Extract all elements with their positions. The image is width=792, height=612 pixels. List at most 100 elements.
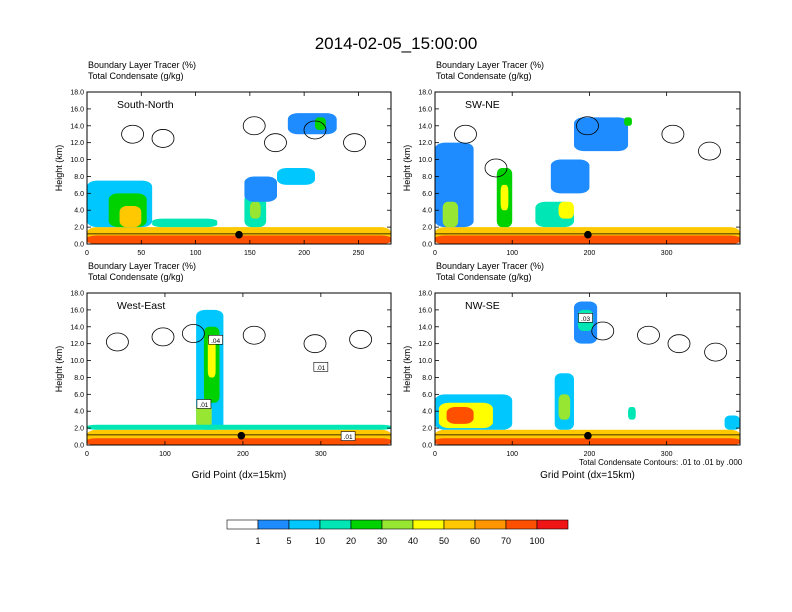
x-tick-label: 100 bbox=[506, 451, 518, 458]
condensate-contour bbox=[667, 334, 691, 354]
colorbar-swatch bbox=[257, 519, 290, 530]
y-tick-label: 16.0 bbox=[70, 307, 84, 314]
condensate-contour bbox=[661, 124, 685, 144]
y-tick-label: 6.0 bbox=[74, 191, 84, 198]
y-tick-label: 10.0 bbox=[70, 358, 84, 365]
y-axis-label: Height (km) bbox=[54, 145, 64, 192]
y-tick-label: 0.0 bbox=[422, 443, 432, 450]
x-tick-label: 200 bbox=[298, 250, 310, 257]
y-tick-label: 10.0 bbox=[418, 358, 432, 365]
x-tick-label: 200 bbox=[584, 250, 596, 257]
condensate-contour bbox=[343, 133, 366, 153]
tracer-fill bbox=[315, 117, 326, 130]
contour-footnote: Total Condensate Contours: .01 to .01 by… bbox=[579, 458, 743, 467]
condensate-contour bbox=[106, 332, 129, 352]
tracer-fill bbox=[435, 438, 740, 445]
y-tick-label: 16.0 bbox=[418, 106, 432, 113]
colorbar-label: 10 bbox=[315, 536, 325, 546]
x-tick-label: 300 bbox=[315, 451, 327, 458]
x-axis-label: Grid Point (dx=15km) bbox=[192, 470, 287, 481]
colorbar-swatch bbox=[474, 519, 507, 530]
tracer-fill bbox=[624, 117, 632, 126]
condensate-contour bbox=[704, 342, 727, 362]
y-tick-label: 4.0 bbox=[422, 409, 432, 416]
y-tick-label: 12.0 bbox=[70, 140, 84, 147]
y-tick-label: 6.0 bbox=[422, 191, 432, 198]
tracer-fill bbox=[277, 168, 315, 185]
plot-frame bbox=[86, 91, 392, 245]
y-tick-label: 2.0 bbox=[74, 426, 84, 433]
tracer-fill bbox=[500, 184, 509, 211]
colorbar-label: 20 bbox=[346, 536, 356, 546]
panel-2: Boundary Layer Tracer (%)Total Condensat… bbox=[54, 261, 392, 481]
colorbar-label: 70 bbox=[501, 536, 511, 546]
panel-header-line: Total Condensate (g/kg) bbox=[88, 71, 184, 81]
y-tick-label: 8.0 bbox=[74, 375, 84, 382]
panel-header-line: Total Condensate (g/kg) bbox=[436, 71, 532, 81]
condensate-contour bbox=[454, 124, 477, 144]
y-tick-label: 14.0 bbox=[70, 324, 84, 331]
condensate-contour bbox=[242, 325, 266, 345]
panel-1: Boundary Layer Tracer (%)Total Condensat… bbox=[402, 60, 741, 257]
y-tick-label: 18.0 bbox=[70, 291, 84, 298]
colorbar-swatch bbox=[381, 519, 414, 530]
y-tick-label: 0.0 bbox=[422, 242, 432, 249]
tracer-fill bbox=[724, 415, 740, 430]
condensate-contour bbox=[151, 327, 175, 347]
x-tick-label: 300 bbox=[661, 451, 673, 458]
tracer-fill bbox=[207, 335, 216, 378]
location-marker bbox=[235, 230, 243, 239]
colorbar-label: 40 bbox=[408, 536, 418, 546]
condensate-contour bbox=[303, 120, 327, 140]
colorbar-swatch bbox=[443, 519, 476, 530]
colorbar-swatch bbox=[288, 519, 321, 530]
y-tick-label: 16.0 bbox=[70, 106, 84, 113]
plot-frame bbox=[434, 91, 741, 245]
x-axis-label: Grid Point (dx=15km) bbox=[540, 470, 635, 481]
panel-label: SW-NE bbox=[465, 99, 500, 111]
contour-label: .01 bbox=[344, 434, 353, 441]
panel-label: West-East bbox=[117, 300, 165, 312]
plot-frame bbox=[86, 292, 392, 446]
colorbar-swatch bbox=[319, 519, 352, 530]
condensate-contour bbox=[349, 330, 373, 349]
condensate-contour bbox=[264, 133, 287, 153]
plot-area bbox=[87, 293, 391, 445]
tracer-fill bbox=[628, 407, 636, 420]
y-tick-label: 0.0 bbox=[74, 443, 84, 450]
condensate-contour bbox=[637, 325, 660, 345]
x-tick-label: 0 bbox=[85, 451, 89, 458]
tracer-fill bbox=[87, 438, 391, 445]
colorbar-swatch bbox=[350, 519, 383, 530]
y-tick-label: 12.0 bbox=[418, 140, 432, 147]
condensate-contour bbox=[576, 116, 599, 136]
y-tick-label: 6.0 bbox=[74, 392, 84, 399]
contour-label-box bbox=[340, 431, 356, 441]
y-tick-label: 14.0 bbox=[418, 123, 432, 130]
contour-label: .01 bbox=[316, 365, 325, 372]
y-tick-label: 8.0 bbox=[74, 174, 84, 181]
tracer-fill bbox=[196, 402, 212, 429]
panel-3: Boundary Layer Tracer (%)Total Condensat… bbox=[402, 261, 741, 481]
contour-label: .04 bbox=[211, 338, 220, 345]
y-tick-label: 14.0 bbox=[70, 123, 84, 130]
tracer-fill bbox=[249, 201, 261, 219]
x-tick-label: 100 bbox=[190, 250, 202, 257]
x-tick-label: 0 bbox=[433, 451, 437, 458]
y-tick-label: 16.0 bbox=[418, 307, 432, 314]
tracer-fill bbox=[152, 218, 218, 228]
y-tick-label: 4.0 bbox=[422, 208, 432, 215]
condensate-contour bbox=[151, 129, 175, 148]
plot-area bbox=[87, 92, 391, 244]
x-tick-label: 100 bbox=[506, 250, 518, 257]
condensate-contour bbox=[121, 124, 145, 144]
y-tick-label: 4.0 bbox=[74, 208, 84, 215]
location-marker bbox=[584, 230, 592, 239]
plot-frame bbox=[434, 292, 741, 446]
colorbar-label: 30 bbox=[377, 536, 387, 546]
colorbar-swatch bbox=[505, 519, 538, 530]
y-tick-label: 12.0 bbox=[418, 341, 432, 348]
panel-label: NW-SE bbox=[465, 300, 500, 312]
y-tick-label: 2.0 bbox=[422, 426, 432, 433]
